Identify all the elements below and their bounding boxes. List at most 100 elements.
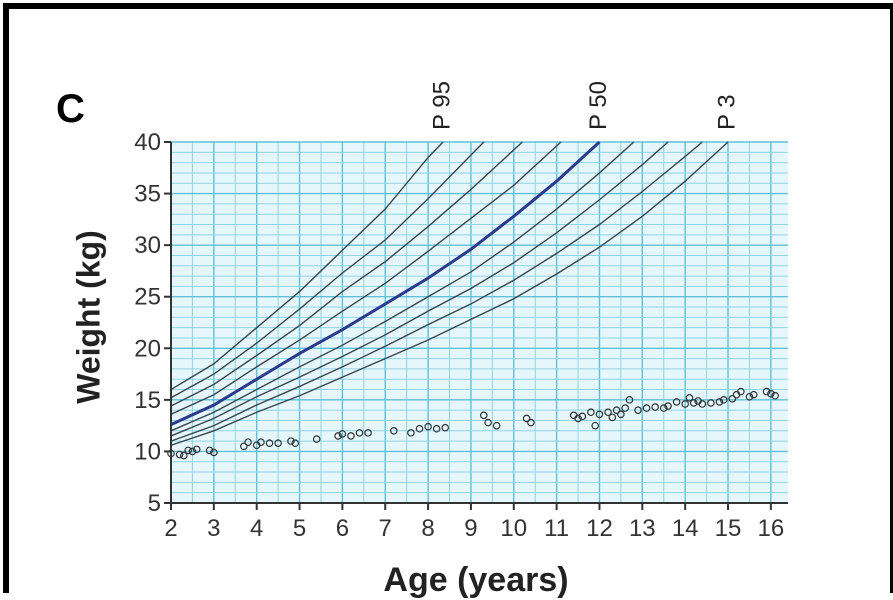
data-point — [612, 406, 621, 414]
y-tick-label: 5 — [148, 490, 161, 517]
data-point — [334, 432, 342, 440]
data-point — [184, 446, 192, 455]
data-point — [274, 439, 282, 447]
x-tick-label: 5 — [293, 515, 306, 542]
data-point — [715, 398, 724, 406]
percentile-label: P 50 — [585, 81, 612, 130]
x-tick-label: 3 — [207, 515, 220, 542]
data-point — [347, 432, 355, 440]
x-tick-label: 2 — [164, 515, 177, 542]
data-point — [728, 395, 737, 403]
data-point — [484, 418, 492, 427]
percentile-curve — [170, 141, 703, 442]
percentile-curve — [170, 141, 562, 415]
data-point — [205, 446, 214, 455]
x-tick-label: 9 — [464, 515, 477, 542]
data-point — [287, 437, 295, 445]
data-point — [338, 430, 347, 438]
y-tick-label: 25 — [134, 284, 161, 311]
percentile-curve — [170, 141, 444, 391]
data-point — [745, 392, 754, 401]
data-point — [441, 423, 450, 432]
data-point — [355, 429, 364, 437]
chart-svg: 5 10 15 20 25 30 35 40 2 3 4 5 6 7 8 9 10 11 12 13 14 15 16 P … — [134, 81, 788, 542]
x-tick-label: 10 — [500, 515, 527, 542]
data-point — [265, 439, 274, 447]
x-tick-label: 15 — [715, 515, 742, 542]
x-tick-label: 4 — [250, 515, 263, 542]
data-point — [672, 398, 681, 406]
y-axis-label: Weight (kg) — [70, 230, 107, 404]
x-tick-label: 11 — [544, 515, 569, 542]
data-point — [522, 414, 531, 423]
data-point — [595, 410, 604, 419]
data-point — [664, 402, 672, 410]
data-point — [180, 451, 188, 460]
percentile-label: P 95 — [428, 81, 455, 130]
data-point — [604, 408, 612, 417]
data-point — [767, 389, 775, 398]
data-point — [608, 413, 617, 422]
y-tick-label: 15 — [134, 387, 161, 414]
data-point — [291, 439, 300, 447]
percentile-curve — [170, 141, 729, 446]
data-point — [415, 424, 424, 433]
data-point — [210, 448, 218, 457]
x-tick-label: 13 — [629, 515, 656, 542]
data-point — [407, 429, 415, 437]
x-tick-label: 6 — [336, 515, 349, 542]
data-point — [634, 406, 642, 414]
data-point — [312, 435, 321, 443]
data-point — [762, 387, 771, 396]
x-tick-label: 7 — [379, 515, 392, 542]
data-point — [659, 404, 668, 412]
data-point — [617, 410, 625, 419]
data-point — [492, 421, 501, 430]
percentile-curve — [170, 141, 523, 407]
percentile-curve — [170, 140, 601, 426]
y-tick-label: 30 — [134, 232, 161, 259]
x-tick-label: 12 — [586, 515, 613, 542]
data-point — [527, 418, 535, 427]
data-point — [175, 450, 184, 459]
data-point — [244, 438, 252, 446]
data-point — [698, 400, 707, 408]
data-point — [707, 399, 715, 407]
data-point — [587, 408, 595, 417]
data-point — [749, 390, 758, 399]
figure-frame: 5 10 15 20 25 30 35 40 2 3 4 5 6 7 8 9 10 11 12 13 14 15 16 P … — [3, 3, 893, 599]
data-point — [591, 421, 599, 430]
data-point — [188, 447, 197, 456]
percentile-label: P 3 — [713, 94, 740, 130]
x-tick-label: 14 — [672, 515, 699, 542]
data-point — [651, 403, 659, 411]
data-point — [771, 391, 779, 400]
data-point — [685, 393, 694, 402]
percentile-curve — [170, 141, 669, 437]
data-point — [257, 438, 265, 446]
data-point — [364, 429, 372, 437]
x-tick-label: 16 — [758, 515, 785, 542]
data-point — [424, 422, 432, 431]
data-point — [192, 445, 201, 454]
y-tick-label: 20 — [134, 335, 161, 362]
x-axis-label: Age (years) — [383, 561, 569, 599]
data-point — [432, 424, 441, 433]
y-tick-label: 40 — [134, 129, 161, 156]
percentile-curve — [170, 141, 635, 432]
data-point — [621, 404, 629, 412]
data-point — [574, 414, 582, 423]
data-point — [479, 411, 488, 420]
data-point — [642, 404, 651, 412]
x-tick-label: 8 — [421, 515, 434, 542]
data-point — [578, 412, 587, 421]
y-tick-label: 10 — [134, 438, 161, 465]
data-point — [681, 400, 689, 408]
data-point — [390, 426, 398, 435]
data-point — [625, 396, 634, 404]
y-tick-label: 35 — [134, 181, 161, 208]
data-point — [240, 442, 248, 451]
data-point — [737, 387, 745, 396]
panel-label: C — [56, 87, 85, 131]
data-point — [719, 396, 728, 404]
